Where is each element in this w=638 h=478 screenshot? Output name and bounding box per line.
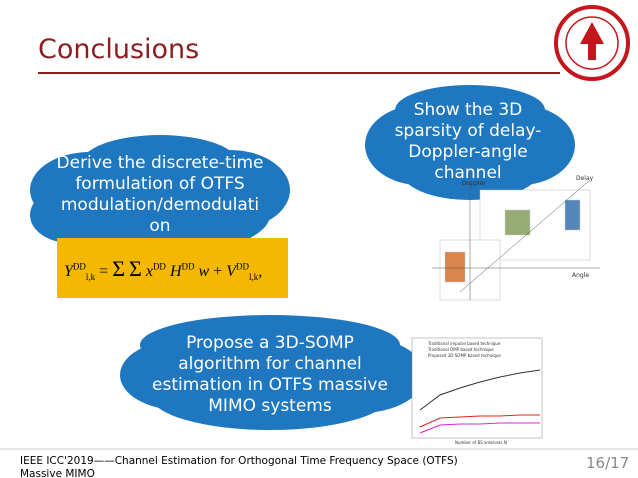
cloud-1 xyxy=(30,135,290,255)
cloud-text: Show the 3D sparsity of delay- Doppler-a… xyxy=(378,100,558,184)
legend-entry: Proposed 3D-SOMP based technique xyxy=(428,353,501,358)
eq: Y xyxy=(64,263,73,280)
eq: x xyxy=(145,263,153,280)
eq: + xyxy=(213,263,223,280)
axis-label: Delay xyxy=(576,175,594,182)
line: MIMO systems xyxy=(208,396,332,416)
eq: DD xyxy=(181,261,195,272)
line: estimation in OTFS massive xyxy=(152,375,388,395)
eq: V xyxy=(226,263,236,280)
eq: DD xyxy=(235,261,249,272)
eq: Σ xyxy=(112,256,126,281)
line: formulation of OTFS xyxy=(75,174,245,194)
eq: l,k xyxy=(248,272,259,283)
axis-label: Angle xyxy=(572,272,590,279)
title: Conclusions xyxy=(38,34,200,65)
eq: DD xyxy=(152,261,166,272)
eq: = xyxy=(99,263,109,280)
legend: Traditional impulse based technique Trad… xyxy=(428,341,501,359)
title-rule xyxy=(38,72,560,74)
logo xyxy=(554,5,630,81)
equation-box xyxy=(57,238,288,298)
cloud-text: Derive the discrete-time formulation of … xyxy=(40,153,280,237)
x-label: Number of BS antennas N xyxy=(455,440,507,445)
line: sparsity of delay- xyxy=(394,121,542,141)
eq: Σ xyxy=(129,256,142,281)
line: Derive the discrete-time xyxy=(56,153,264,173)
cloud-2 xyxy=(365,85,575,200)
line: Doppler-angle xyxy=(408,142,528,162)
legend-entry: Traditional OMP based technique xyxy=(428,347,494,352)
line: channel xyxy=(434,163,502,183)
eq: DD xyxy=(72,261,86,272)
eq: w xyxy=(198,263,210,280)
figure-3d xyxy=(432,179,600,301)
eq: H xyxy=(169,263,182,280)
line: Show the 3D xyxy=(413,100,523,120)
line: Propose a 3D-SOMP xyxy=(186,333,354,353)
eq: l,k xyxy=(85,272,96,283)
line: on xyxy=(149,216,171,236)
page-number: 16/17 xyxy=(586,454,630,472)
equation: YDDl,k = Σ Σ xDD HDD w + VDDl,k, xyxy=(64,256,262,282)
cloud-text: Propose a 3D-SOMP algorithm for channel … xyxy=(140,333,400,417)
footer-text: IEEE ICC'2019——Channel Estimation for Or… xyxy=(20,455,458,477)
figure-chart xyxy=(411,337,543,439)
legend-entry: Traditional impulse based technique xyxy=(428,341,501,346)
eq: , xyxy=(258,263,263,280)
axis-label: Doppler xyxy=(462,180,486,187)
line: algorithm for channel xyxy=(178,354,362,374)
line: modulation/demodulati xyxy=(60,195,260,215)
cloud-3 xyxy=(120,315,425,430)
